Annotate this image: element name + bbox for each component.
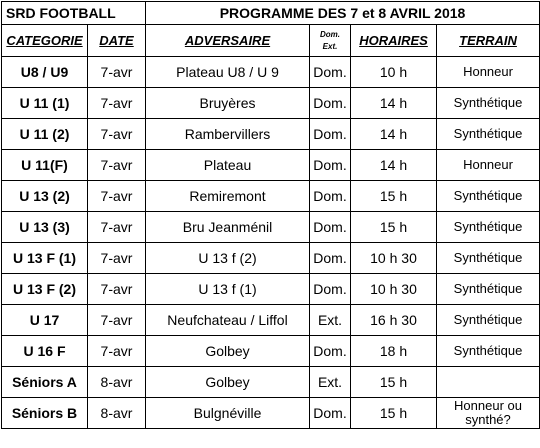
time-cell: 10 h xyxy=(350,56,437,88)
category-cell: U 17 xyxy=(1,304,88,336)
venue-cell: Dom. xyxy=(309,118,351,150)
date-cell: 7-avr xyxy=(87,87,146,119)
time-cell: 14 h xyxy=(350,87,437,119)
category-cell: U 11 (2) xyxy=(1,118,88,150)
opponent-cell: Neufchateau / Liffol xyxy=(145,304,310,336)
time-cell: 15 h xyxy=(350,180,437,212)
date-cell: 8-avr xyxy=(87,366,146,398)
field-cell: Synthétique xyxy=(435,180,540,212)
field-cell: Honneur xyxy=(435,149,540,181)
venue-cell: Ext. xyxy=(309,304,351,336)
header-cell: CATEGORIE xyxy=(1,24,88,57)
match-row: Séniors B 8-avr Bulgnéville Dom. 15 h Honneur… xyxy=(1,397,540,429)
time-cell: 10 h 30 xyxy=(350,273,437,305)
opponent-cell: U 13 f (2) xyxy=(145,242,310,274)
opponent-cell: Bruyères xyxy=(145,87,310,119)
time-cell: 15 h xyxy=(350,211,437,243)
venue-cell: Dom. xyxy=(309,87,351,119)
field-cell: Synthétique xyxy=(435,242,540,274)
date-cell: 7-avr xyxy=(87,211,146,243)
venue-cell: Dom. xyxy=(309,242,351,274)
venue-cell: Dom. xyxy=(309,180,351,212)
time-cell: 18 h xyxy=(350,335,437,367)
opponent-cell: Bulgnéville xyxy=(145,397,310,429)
field-cell: Synthétique xyxy=(435,118,540,150)
venue-cell: Dom. xyxy=(309,56,351,88)
date-cell: 7-avr xyxy=(87,335,146,367)
field-cell: Honneur ou synthé? xyxy=(435,397,540,429)
opponent-cell: Rambervillers xyxy=(145,118,310,150)
venue-cell: Dom. xyxy=(309,149,351,181)
field-cell: Synthétique xyxy=(435,304,540,336)
date-cell: 7-avr xyxy=(87,304,146,336)
header-line: Dom. xyxy=(320,29,340,39)
club-name: SRD FOOTBALL xyxy=(1,1,146,25)
match-row: Séniors A 8-avr Golbey Ext. 15 h xyxy=(1,366,540,398)
opponent-cell: Plateau xyxy=(145,149,310,181)
date-cell: 7-avr xyxy=(87,242,146,274)
venue-cell: Dom. xyxy=(309,273,351,305)
header-line: Ext. xyxy=(322,41,338,51)
field-cell: Synthétique xyxy=(435,335,540,367)
match-row: U 11 (2) 7-avr Rambervillers Dom. 14 h Synthé… xyxy=(1,118,540,150)
venue-cell: Ext. xyxy=(309,366,351,398)
time-cell: 16 h 30 xyxy=(350,304,437,336)
opponent-cell: Bru Jeanménil xyxy=(145,211,310,243)
date-cell: 7-avr xyxy=(87,180,146,212)
match-row: U 11 (1) 7-avr Bruyères Dom. 14 h Synthétique xyxy=(1,87,540,119)
category-cell: Séniors B xyxy=(1,397,88,429)
match-row: U8 / U9 7-avr Plateau U8 / U 9 Dom. 10 h Honn… xyxy=(1,56,540,88)
category-cell: Séniors A xyxy=(1,366,88,398)
match-row: U 13 (3) 7-avr Bru Jeanménil Dom. 15 h Synthé… xyxy=(1,211,540,243)
date-cell: 7-avr xyxy=(87,149,146,181)
category-cell: U 16 F xyxy=(1,335,88,367)
venue-cell: Dom. xyxy=(309,397,351,429)
category-cell: U 13 F (2) xyxy=(1,273,88,305)
header-cell: ADVERSAIRE xyxy=(145,24,310,57)
opponent-cell: Remiremont xyxy=(145,180,310,212)
header-row: CATEGORIE DATE ADVERSAIRE Dom. Ext. HORAIRES T… xyxy=(1,24,540,57)
time-cell: 14 h xyxy=(350,118,437,150)
opponent-cell: Golbey xyxy=(145,366,310,398)
header-cell: DATE xyxy=(87,24,146,57)
venue-cell: Dom. xyxy=(309,335,351,367)
category-cell: U8 / U9 xyxy=(1,56,88,88)
table-body: SRD FOOTBALL PROGRAMME DES 7 et 8 AVRIL … xyxy=(1,1,540,429)
match-row: U 13 (2) 7-avr Remiremont Dom. 15 h Synthétiq… xyxy=(1,180,540,212)
match-row: U 17 7-avr Neufchateau / Liffol Ext. 16 h 30… xyxy=(1,304,540,336)
category-cell: U 11 (1) xyxy=(1,87,88,119)
field-cell: Honneur xyxy=(435,56,540,88)
category-cell: U 13 (2) xyxy=(1,180,88,212)
opponent-cell: Plateau U8 / U 9 xyxy=(145,56,310,88)
category-cell: U 13 (3) xyxy=(1,211,88,243)
opponent-cell: Golbey xyxy=(145,335,310,367)
field-cell: Synthétique xyxy=(435,211,540,243)
date-cell: 7-avr xyxy=(87,118,146,150)
programme-title: PROGRAMME DES 7 et 8 AVRIL 2018 xyxy=(144,1,540,25)
field-cell: Synthétique xyxy=(435,273,540,305)
header-cell: Dom. Ext. xyxy=(309,24,351,57)
time-cell: 15 h xyxy=(350,397,437,429)
header-cell: HORAIRES xyxy=(350,24,437,57)
date-cell: 7-avr xyxy=(87,273,146,305)
schedule-table: SRD FOOTBALL PROGRAMME DES 7 et 8 AVRIL … xyxy=(1,1,540,429)
time-cell: 15 h xyxy=(350,366,437,398)
venue-cell: Dom. xyxy=(309,211,351,243)
match-row: U 11(F) 7-avr Plateau Dom. 14 h Honneur xyxy=(1,149,540,181)
category-cell: U 11(F) xyxy=(1,149,88,181)
match-row: U 13 F (2) 7-avr U 13 f (1) Dom. 10 h 30 Synt… xyxy=(1,273,540,305)
match-row: U 13 F (1) 7-avr U 13 f (2) Dom. 10 h 30 Synt… xyxy=(1,242,540,274)
time-cell: 14 h xyxy=(350,149,437,181)
field-cell xyxy=(435,366,540,398)
header-cell: TERRAIN xyxy=(435,24,540,57)
field-cell: Synthétique xyxy=(435,87,540,119)
time-cell: 10 h 30 xyxy=(350,242,437,274)
match-row: U 16 F 7-avr Golbey Dom. 18 h Synthétique xyxy=(1,335,540,367)
date-cell: 8-avr xyxy=(87,397,146,429)
opponent-cell: U 13 f (1) xyxy=(145,273,310,305)
title-row: SRD FOOTBALL PROGRAMME DES 7 et 8 AVRIL … xyxy=(1,1,540,25)
category-cell: U 13 F (1) xyxy=(1,242,88,274)
date-cell: 7-avr xyxy=(87,56,146,88)
